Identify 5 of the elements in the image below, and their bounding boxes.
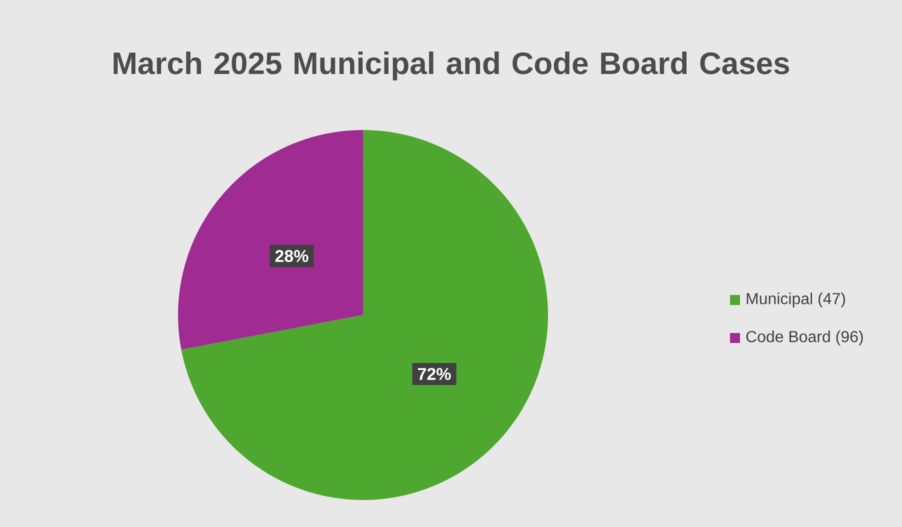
legend-label: Code Board (96): [746, 330, 863, 346]
data-label: 28%: [275, 250, 308, 262]
data-label: 72%: [418, 368, 451, 380]
legend-label: Municipal (47): [746, 292, 845, 308]
chart-title: March 2025 Municipal and Code Board Cases: [114, 52, 790, 80]
